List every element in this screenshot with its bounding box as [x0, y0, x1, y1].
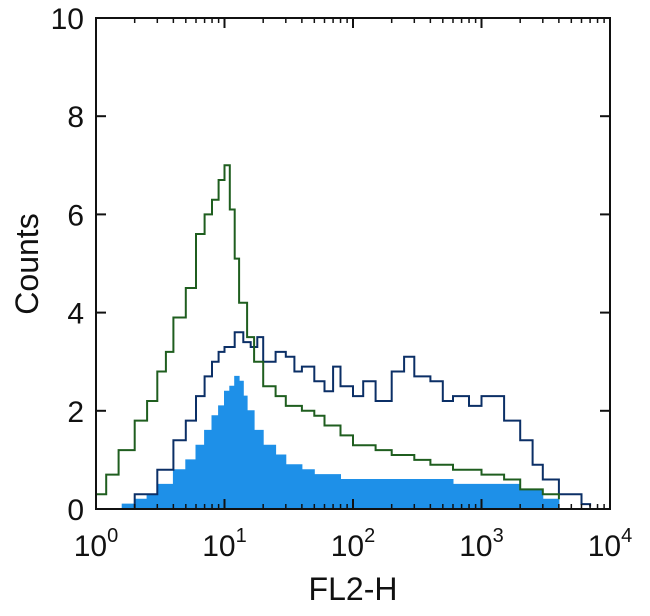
y-tick-label: 0 [67, 494, 84, 527]
x-axis-label: FL2-H [309, 571, 398, 607]
axis-ticks: 100 101 102 103 104 0 2 4 6 8 10 [51, 3, 633, 563]
series-dark-outline [118, 331, 592, 510]
x-tick-label: 103 [459, 525, 504, 563]
x-tick-label: 102 [331, 525, 376, 563]
x-tick-label: 101 [202, 525, 247, 563]
y-tick-label: 2 [67, 396, 84, 429]
series-green-outline [96, 164, 560, 500]
series-filled [106, 375, 560, 510]
x-tick-label: 100 [74, 525, 119, 563]
x-tick-label: 104 [588, 525, 633, 563]
y-axis-label: Counts [9, 213, 45, 314]
y-tick-label: 4 [67, 298, 84, 331]
y-tick-label: 10 [51, 3, 84, 36]
plot-area [96, 164, 592, 510]
y-tick-label: 8 [67, 101, 84, 134]
y-tick-label: 6 [67, 199, 84, 232]
